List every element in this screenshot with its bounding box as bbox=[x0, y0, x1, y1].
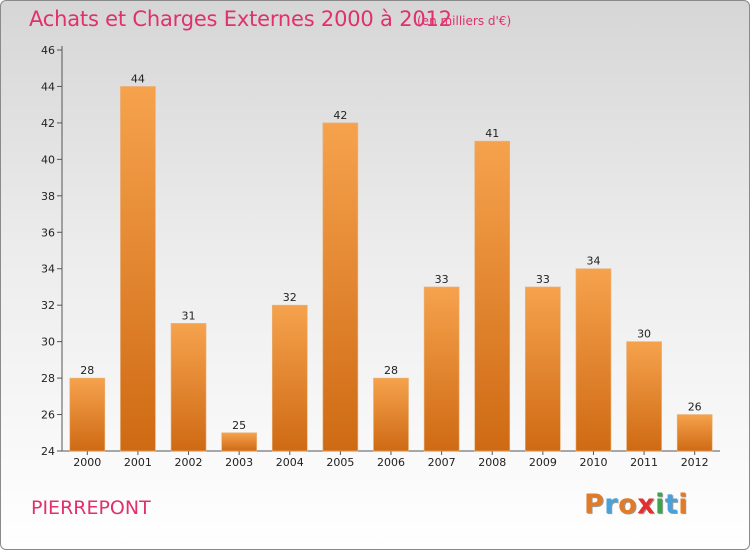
chart-title: Achats et Charges Externes 2000 à 2012 bbox=[29, 7, 452, 31]
x-tick-label-2001: 2001 bbox=[124, 456, 152, 469]
x-tick-label-2005: 2005 bbox=[326, 456, 354, 469]
bar-2001 bbox=[120, 86, 156, 452]
value-label-2002: 31 bbox=[182, 309, 196, 322]
value-label-2012: 26 bbox=[688, 401, 702, 414]
proxiti-logo: Proxiti bbox=[584, 489, 689, 520]
value-label-2000: 28 bbox=[80, 364, 94, 377]
value-label-2004: 32 bbox=[283, 291, 297, 304]
x-tick-label-2000: 2000 bbox=[73, 456, 101, 469]
bar-2007 bbox=[423, 286, 460, 452]
chart-subtitle: (en milliers d'€) bbox=[417, 14, 512, 28]
x-tick-label-2007: 2007 bbox=[428, 456, 456, 469]
x-tick-label-2012: 2012 bbox=[681, 456, 709, 469]
y-tick-label: 38 bbox=[41, 190, 55, 203]
value-label-2001: 44 bbox=[131, 72, 145, 85]
x-tick-label-2006: 2006 bbox=[377, 456, 405, 469]
y-tick-label: 44 bbox=[41, 80, 55, 93]
value-label-2010: 34 bbox=[586, 255, 600, 268]
bars bbox=[69, 86, 713, 452]
x-tick-label-2009: 2009 bbox=[529, 456, 557, 469]
y-tick-label: 46 bbox=[41, 44, 55, 57]
bar-2006 bbox=[373, 377, 409, 452]
y-tick-label: 32 bbox=[41, 299, 55, 312]
bar-2002 bbox=[170, 323, 207, 452]
x-tick-label-2010: 2010 bbox=[579, 456, 607, 469]
y-tick-label: 28 bbox=[41, 372, 55, 385]
bar-2000 bbox=[69, 377, 106, 452]
value-label-2005: 42 bbox=[333, 109, 347, 122]
value-label-2003: 25 bbox=[232, 419, 246, 432]
x-tick-label-2004: 2004 bbox=[276, 456, 304, 469]
y-tick-label: 30 bbox=[41, 336, 55, 349]
value-label-2008: 41 bbox=[485, 127, 499, 140]
y-tick-label: 36 bbox=[41, 226, 55, 239]
bar-2012 bbox=[676, 414, 713, 452]
labels: 28 2000 44 2001 31 2002 25 2003 32 2004 42 2005 28 20… bbox=[73, 72, 708, 469]
x-tick-label-2002: 2002 bbox=[175, 456, 203, 469]
bar-2004 bbox=[271, 304, 308, 452]
bar-2008 bbox=[474, 140, 511, 452]
x-tick-label-2003: 2003 bbox=[225, 456, 253, 469]
y-tick-label: 42 bbox=[41, 117, 55, 130]
bar-2009 bbox=[525, 286, 561, 452]
value-label-2009: 33 bbox=[536, 273, 550, 286]
x-tick-label-2008: 2008 bbox=[478, 456, 506, 469]
bar-2010 bbox=[575, 268, 612, 452]
location-label: PIERREPONT bbox=[31, 497, 151, 519]
y-tick-label: 26 bbox=[41, 409, 55, 422]
value-label-2007: 33 bbox=[435, 273, 449, 286]
bar-2005 bbox=[322, 122, 359, 452]
bar-2011 bbox=[626, 341, 662, 452]
value-label-2006: 28 bbox=[384, 364, 398, 377]
y-tick-label: 40 bbox=[41, 153, 55, 166]
x-tick-label-2011: 2011 bbox=[630, 456, 658, 469]
y-tick-label: 34 bbox=[41, 263, 55, 276]
y-tick-label: 24 bbox=[41, 445, 55, 458]
bar-2003 bbox=[221, 432, 257, 452]
value-label-2011: 30 bbox=[637, 328, 651, 341]
